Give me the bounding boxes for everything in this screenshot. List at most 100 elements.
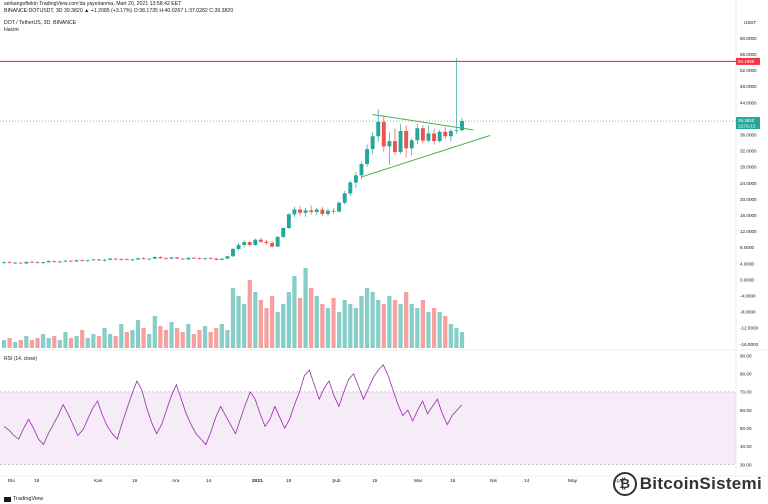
symbol-quote: BINANCE:DOTUSDT, 3D 39.3820 ▲ +1.2085 (+… xyxy=(4,8,234,14)
candle-body xyxy=(136,258,141,260)
time-tick-label: 14 xyxy=(524,478,530,484)
price-tick-label: 48.0000 xyxy=(740,84,757,89)
rsi-tick-label: 60.00 xyxy=(740,408,752,413)
volume-bar xyxy=(286,292,291,348)
price-tick-label: 0.0000 xyxy=(740,277,754,282)
volume-bar xyxy=(325,308,331,348)
candle-body xyxy=(303,210,308,213)
volume-bar xyxy=(202,326,208,348)
volume-bar xyxy=(46,338,51,348)
volume-bar xyxy=(415,308,420,348)
candle-body xyxy=(203,258,208,260)
volume-bar xyxy=(52,336,57,348)
volume-bar xyxy=(1,340,7,348)
candle-body xyxy=(337,202,342,212)
volume-bar xyxy=(13,342,18,348)
rsi-tick-label: 80.00 xyxy=(740,372,752,377)
candle-body xyxy=(393,141,397,152)
time-tick-label: Şub xyxy=(332,478,341,484)
candle-body xyxy=(164,258,168,260)
publish-info: serkangoftekin TradingView.com'da yayınl… xyxy=(4,1,182,7)
volume-bar xyxy=(443,316,448,348)
rsi-tick-label: 30.00 xyxy=(740,462,752,467)
candle-body xyxy=(325,210,330,214)
volume-bar xyxy=(186,324,191,348)
price-tick-label: 20.0000 xyxy=(740,197,757,202)
volume-bar xyxy=(336,312,342,348)
candle-body xyxy=(35,262,40,264)
volume-bar xyxy=(175,328,180,348)
candle-body xyxy=(96,259,101,261)
volume-bar xyxy=(180,332,185,348)
volume-bar xyxy=(242,304,247,348)
volume-bar xyxy=(96,336,102,348)
resistance-price-label: 54.1986 xyxy=(738,59,755,64)
volume-bar xyxy=(420,300,426,348)
volume-bar xyxy=(163,330,169,348)
volume-bar xyxy=(225,330,230,348)
candle-body xyxy=(108,258,113,260)
volume-bar xyxy=(24,336,29,348)
time-tick-label: 16 xyxy=(132,478,138,484)
volume-label: Hacim xyxy=(4,27,19,33)
bitcoin-coin-icon: ₿ xyxy=(612,472,637,496)
candle-body xyxy=(437,131,442,142)
candle-body xyxy=(353,175,358,183)
volume-bar xyxy=(141,328,146,348)
volume-bar xyxy=(40,334,46,348)
rsi-tick-label: 90.00 xyxy=(740,353,752,358)
volume-bar xyxy=(147,334,152,348)
candle-body xyxy=(281,228,286,237)
candle-body xyxy=(460,120,464,131)
volume-bar xyxy=(169,322,174,348)
time-tick-label: 19 xyxy=(34,478,40,484)
volume-bar xyxy=(253,292,258,348)
volume-bar xyxy=(158,326,163,348)
candle-body xyxy=(387,141,392,147)
volume-bar xyxy=(152,316,157,348)
time-tick-label: 15 xyxy=(450,478,456,484)
volume-bar xyxy=(431,308,437,348)
candle-body xyxy=(18,262,23,264)
volume-bar xyxy=(303,268,308,348)
candle-body xyxy=(197,258,202,260)
volume-bar xyxy=(107,334,113,348)
volume-bar xyxy=(392,300,398,348)
candle-body xyxy=(370,136,375,150)
volume-bar xyxy=(102,328,107,348)
candle-body xyxy=(231,248,235,257)
candle-body xyxy=(63,260,68,262)
candle-body xyxy=(24,261,29,264)
volume-bar xyxy=(258,300,264,348)
rsi-title: RSI (14, close) xyxy=(4,356,37,362)
tradingview-logo[interactable]: TradingView xyxy=(4,496,43,502)
time-tick-label: Ara xyxy=(172,478,180,484)
triangle-lower-line xyxy=(361,134,491,178)
tradingview-logo-text: TradingView xyxy=(13,496,44,502)
triangle-upper-line xyxy=(372,114,474,131)
volume-bar xyxy=(7,338,12,348)
volume-bar xyxy=(135,320,141,348)
volume-bar xyxy=(398,304,403,348)
resistance-price-tag xyxy=(736,57,760,65)
candle-body xyxy=(208,258,213,260)
rsi-tick-label: 70.00 xyxy=(740,390,752,395)
candle-body xyxy=(275,236,280,247)
volume-bar xyxy=(309,288,314,348)
candle-body xyxy=(264,241,269,243)
price-tick-label: -12.0000 xyxy=(740,326,759,331)
volume-bar xyxy=(364,288,370,348)
candle-body xyxy=(169,257,174,259)
candle-body xyxy=(242,242,247,245)
candle-body xyxy=(426,133,431,141)
time-tick-label: 14 xyxy=(206,478,212,484)
price-tick-label: 56.0000 xyxy=(740,52,757,57)
price-tick-label: 52.0000 xyxy=(740,68,757,73)
volume-bar xyxy=(191,334,197,348)
candle-body xyxy=(270,242,275,247)
price-tick-label: 44.0000 xyxy=(740,100,757,105)
candle-body xyxy=(57,261,62,263)
candle-body xyxy=(147,258,152,260)
